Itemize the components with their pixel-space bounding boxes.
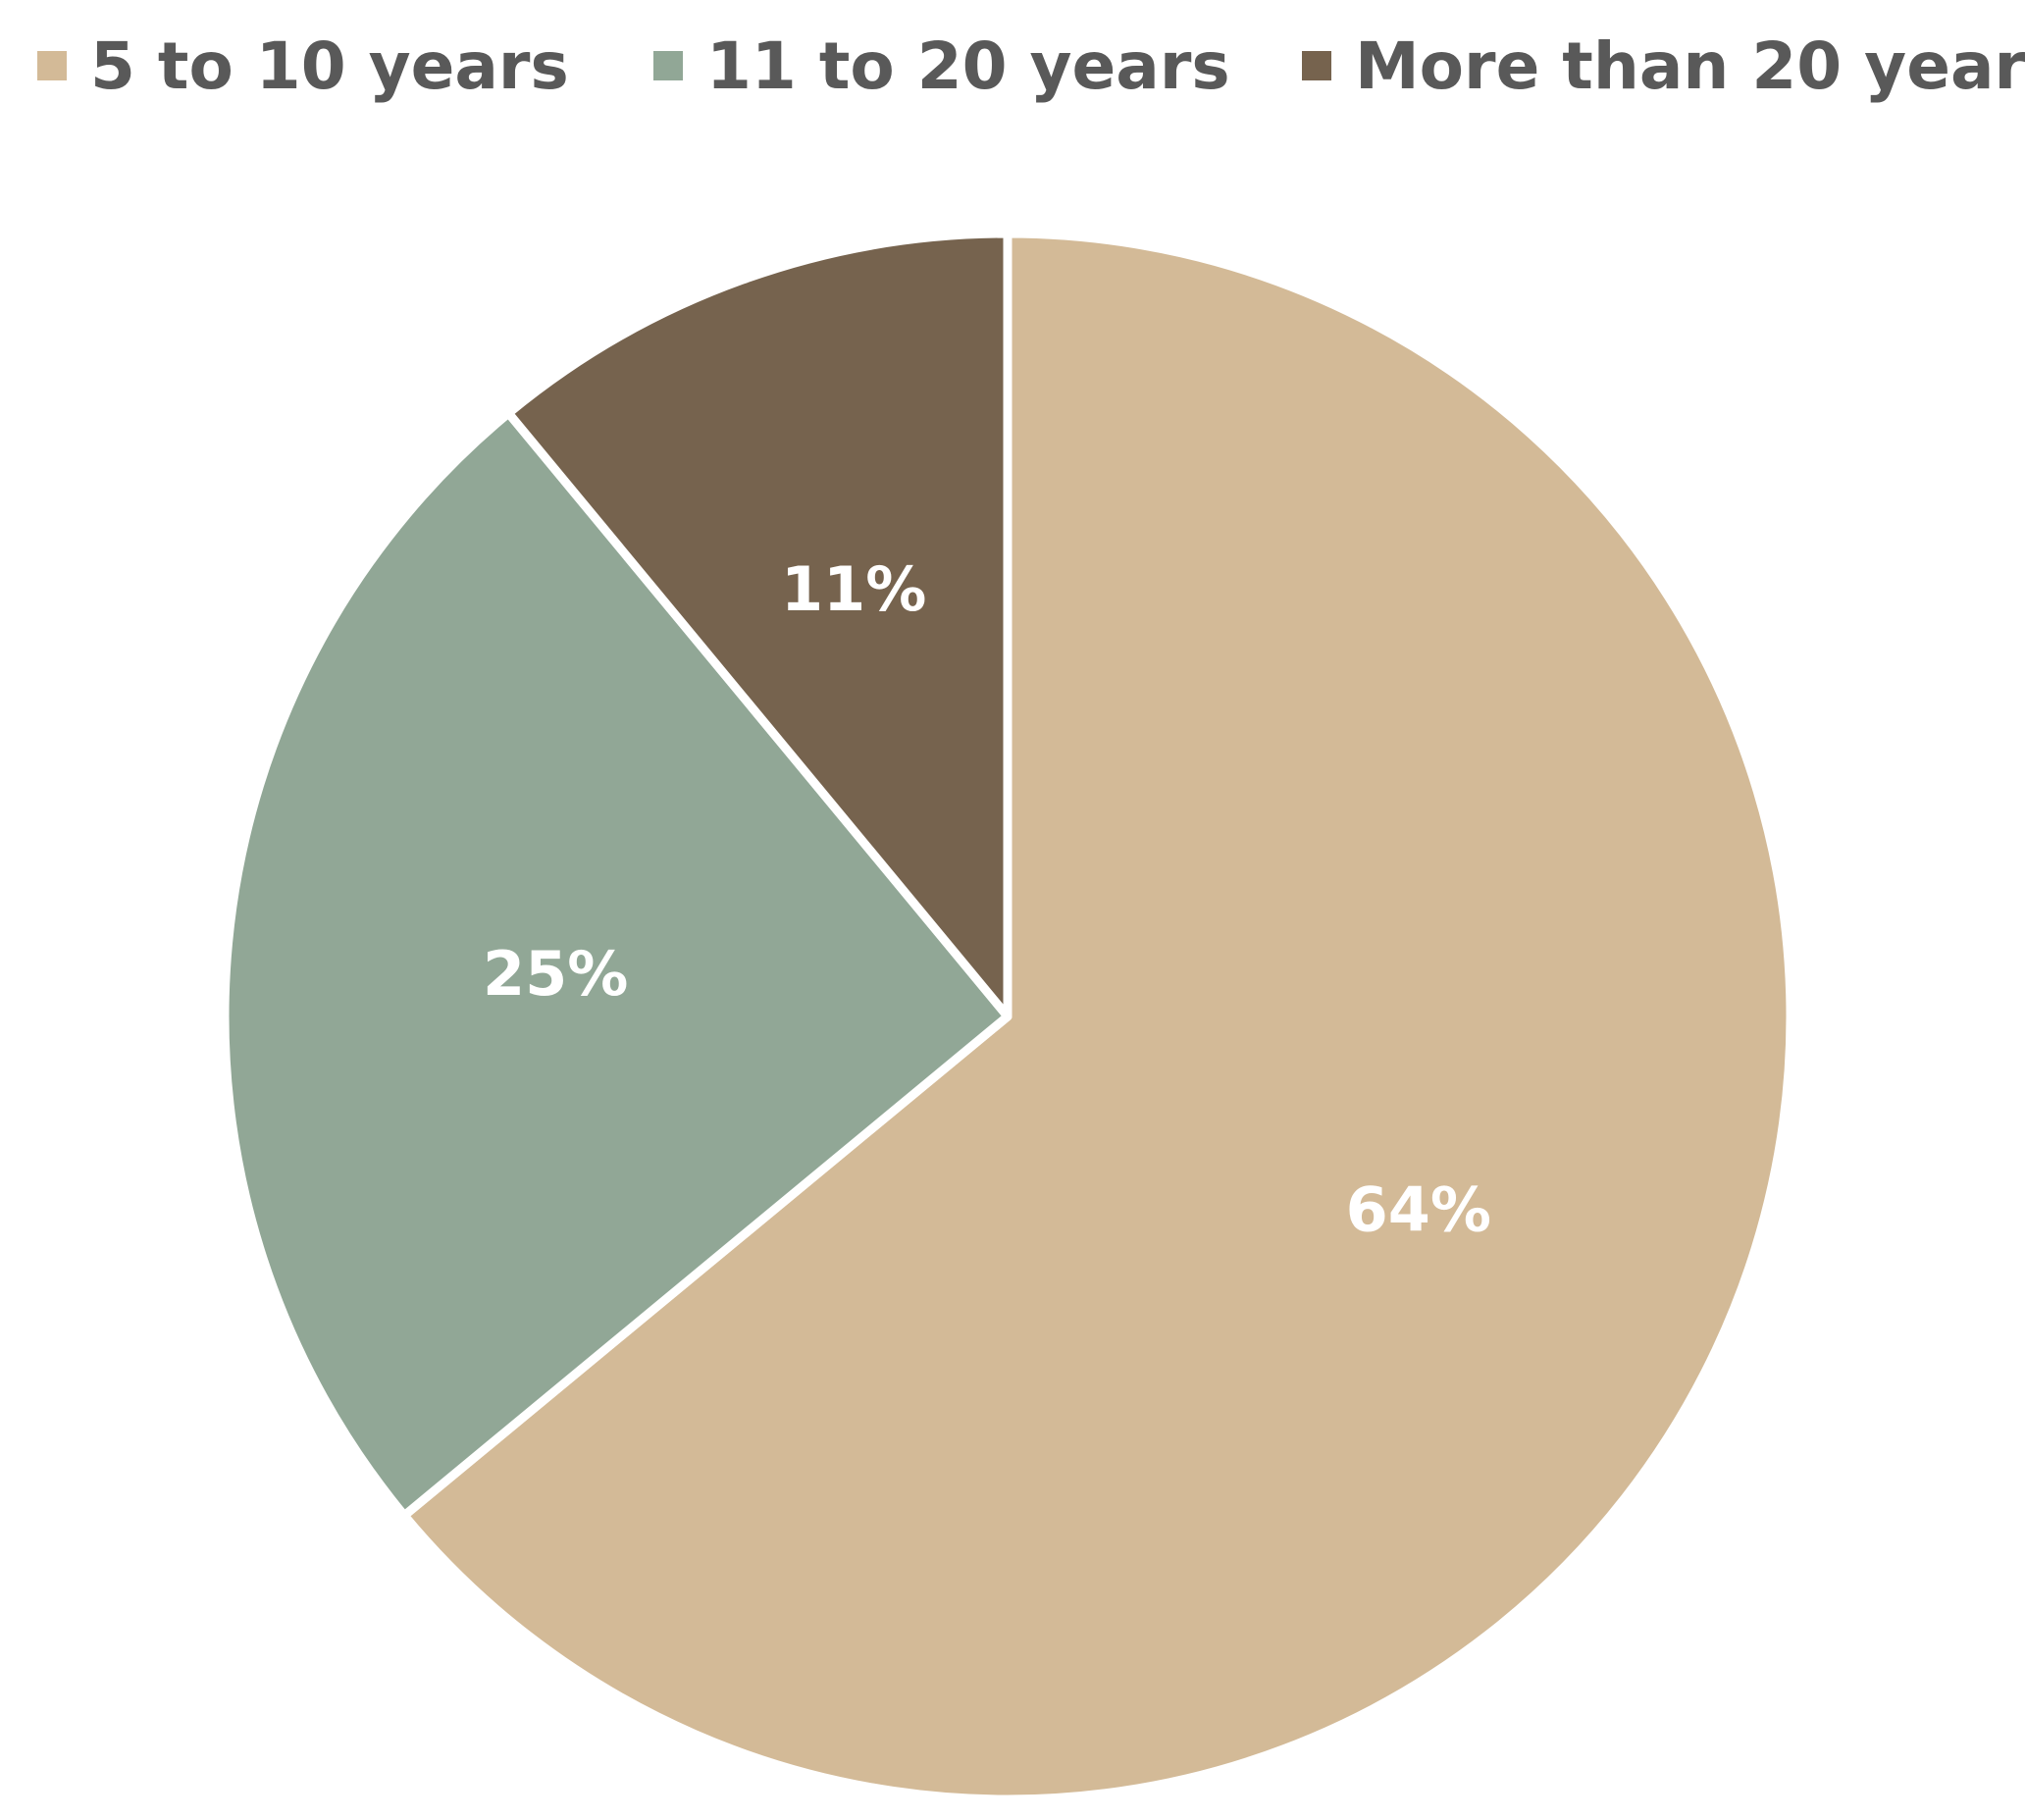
- data-label: 11%: [781, 553, 926, 625]
- pie-slice-11-to-20-years: [220, 408, 1012, 1521]
- legend-item-more-than-20-years: More than 20 years: [1302, 22, 2025, 110]
- legend-swatch: [37, 51, 67, 80]
- chart-legend: 5 to 10 years 11 to 20 years More than 2…: [0, 22, 2025, 110]
- legend-swatch: [653, 51, 683, 80]
- legend-label: 5 to 10 years: [90, 27, 569, 104]
- legend-item-11-to-20-years: 11 to 20 years: [653, 22, 1230, 110]
- legend-label: More than 20 years: [1355, 27, 2025, 104]
- legend-label: 11 to 20 years: [706, 27, 1230, 104]
- data-label: 25%: [483, 938, 628, 1010]
- data-label: 64%: [1346, 1174, 1491, 1246]
- pie-slice-more-than-20-years: [503, 229, 1012, 1021]
- pie-slice-5-to-10-years: [399, 229, 1795, 1804]
- legend-item-5-to-10-years: 5 to 10 years: [37, 22, 569, 110]
- legend-swatch: [1302, 51, 1331, 80]
